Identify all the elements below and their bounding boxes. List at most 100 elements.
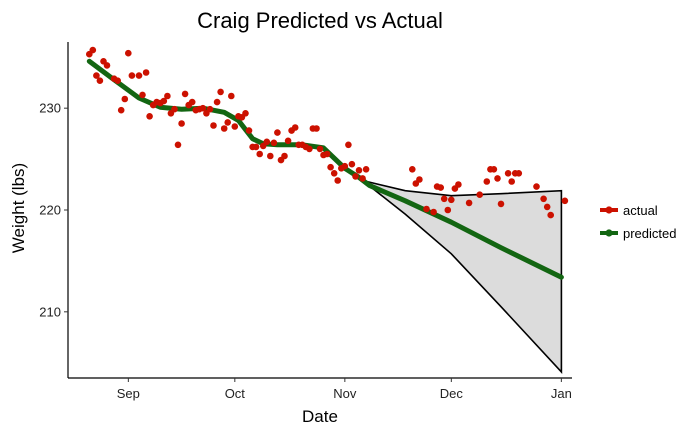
actual-point — [220, 125, 228, 132]
actual-point — [444, 206, 452, 214]
actual-point — [160, 97, 168, 105]
x-tick-label: Sep — [117, 386, 140, 401]
plot-area — [86, 46, 569, 374]
actual-points — [86, 46, 569, 219]
axes: 210 220 230 Sep Oct Nov Dec Jan — [39, 42, 572, 401]
actual-point — [128, 72, 136, 79]
actual-point — [281, 152, 288, 160]
actual-point — [313, 125, 320, 132]
actual-point — [437, 184, 445, 191]
actual-point — [231, 123, 239, 130]
actual-point — [174, 141, 182, 149]
legend-item-predicted: predicted — [600, 226, 676, 241]
actual-point — [362, 166, 370, 173]
actual-point — [228, 92, 235, 100]
legend-predicted-label: predicted — [623, 226, 676, 241]
actual-point — [543, 203, 551, 211]
actual-point — [540, 195, 547, 203]
x-tick-label: Nov — [333, 386, 357, 401]
actual-point — [359, 175, 366, 182]
actual-point — [284, 137, 292, 145]
actual-point — [224, 119, 231, 126]
actual-point — [188, 98, 196, 106]
actual-point — [465, 199, 473, 207]
actual-point — [533, 183, 540, 190]
actual-point — [199, 104, 207, 112]
actual-point — [440, 195, 448, 203]
actual-point — [483, 178, 491, 185]
actual-point — [217, 88, 224, 96]
actual-point — [345, 141, 352, 149]
y-tick-label: 210 — [39, 304, 61, 319]
x-tick-label: Oct — [225, 386, 246, 401]
actual-point — [504, 170, 512, 177]
legend-item-actual: actual — [600, 203, 658, 218]
actual-point — [164, 92, 171, 100]
actual-point — [330, 170, 338, 177]
actual-point — [334, 177, 342, 184]
actual-point — [252, 143, 260, 151]
actual-point — [409, 166, 416, 173]
legend-actual-key-dot — [605, 206, 613, 214]
actual-point — [416, 176, 423, 183]
actual-point — [430, 208, 437, 216]
actual-point — [508, 178, 515, 185]
actual-point — [274, 129, 281, 136]
actual-point — [181, 90, 189, 98]
actual-point — [494, 175, 501, 182]
actual-point — [355, 167, 363, 174]
actual-point — [213, 98, 221, 106]
actual-point — [146, 113, 153, 120]
actual-point — [267, 152, 274, 160]
actual-point — [497, 200, 505, 208]
y-tick-label: 220 — [39, 203, 61, 218]
predicted-line — [86, 58, 564, 280]
actual-point — [121, 95, 129, 103]
actual-point — [448, 196, 455, 204]
actual-point — [96, 77, 104, 84]
actual-point — [117, 106, 125, 114]
legend: actual predicted — [600, 203, 676, 241]
actual-point — [245, 127, 253, 134]
actual-point — [423, 205, 430, 213]
actual-point — [103, 62, 111, 69]
actual-point — [242, 110, 249, 117]
actual-point — [323, 150, 331, 158]
actual-point — [206, 105, 214, 113]
x-axis-title: Date — [302, 407, 338, 426]
actual-point — [270, 139, 278, 147]
actual-point — [142, 69, 150, 76]
actual-point — [291, 124, 299, 131]
actual-point — [348, 160, 356, 168]
actual-point — [306, 145, 313, 153]
legend-predicted-key-dot — [605, 229, 613, 237]
legend-actual-label: actual — [623, 203, 658, 218]
actual-point — [139, 91, 146, 99]
x-tick-label: Dec — [440, 386, 464, 401]
actual-point — [327, 163, 334, 171]
actual-point — [125, 49, 132, 57]
actual-point — [341, 162, 349, 170]
actual-point — [256, 150, 264, 158]
actual-point — [561, 197, 569, 205]
actual-point — [178, 120, 185, 127]
x-tick-label: Jan — [551, 386, 572, 401]
actual-point — [89, 46, 97, 54]
actual-point — [476, 191, 484, 198]
actual-point — [352, 173, 359, 180]
chart-title: Craig Predicted vs Actual — [197, 8, 443, 33]
actual-point — [490, 166, 498, 173]
y-tick-label: 230 — [39, 101, 61, 116]
actual-point — [316, 145, 324, 153]
actual-point — [171, 105, 178, 113]
actual-point — [263, 138, 271, 146]
actual-point — [135, 72, 143, 79]
actual-point — [515, 170, 523, 177]
y-ticks: 210 220 230 — [39, 101, 68, 319]
y-axis-title: Weight (lbs) — [9, 163, 28, 253]
x-ticks: Sep Oct Nov Dec Jan — [117, 378, 572, 401]
actual-point — [210, 122, 217, 129]
actual-point — [455, 181, 462, 188]
actual-point — [114, 77, 121, 84]
